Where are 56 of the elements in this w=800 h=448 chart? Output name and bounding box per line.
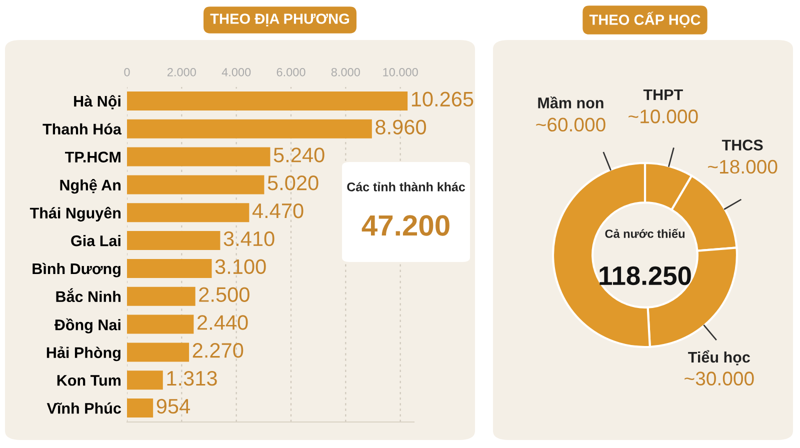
data-label: 2.500 [199, 287, 250, 302]
x-tick-label: 8.000 [331, 68, 360, 76]
y-tick-label: Gia Lai [71, 235, 120, 246]
y-tick-label: Đồng Nai [54, 318, 120, 334]
x-tick-label: 0 [124, 68, 130, 76]
y-tick-label: Thái Nguyên [30, 206, 121, 222]
data-label: 4.470 [252, 203, 304, 218]
slice-label: Tiểu học [688, 350, 750, 366]
bar [127, 175, 264, 194]
bar [127, 119, 372, 138]
x-tick-label: 6.000 [276, 68, 306, 76]
bar [127, 203, 250, 222]
data-label: 2.440 [198, 315, 248, 330]
text: 118.250 [600, 266, 691, 286]
data-label: 3.100 [215, 259, 266, 274]
data-label: 3.410 [224, 231, 274, 246]
y-tick-label: Bình Dương [32, 262, 120, 278]
y-tick-label: Kon Tum [57, 375, 120, 386]
slice-label: THCS [722, 140, 763, 150]
data-label: ~30.000 [684, 372, 754, 386]
data-label: 5.020 [268, 176, 318, 190]
data-label: 8.960 [376, 120, 426, 134]
data-label: 954 [156, 398, 190, 414]
x-tick-label: 4.000 [222, 68, 251, 76]
data-label: 5.240 [274, 148, 324, 162]
bar [127, 342, 190, 362]
x-tick-label: 2.000 [167, 68, 196, 76]
chart-title: THEO CẤP HỌC [589, 12, 700, 28]
bar [127, 286, 196, 306]
slice-label: THPT [643, 89, 683, 100]
bar [127, 91, 408, 110]
x-tick-label: 10.000 [383, 68, 418, 76]
y-tick-label: Nghệ An [60, 179, 120, 194]
bar [127, 231, 220, 250]
data-label: ~10.000 [628, 110, 698, 124]
y-tick-label: Vĩnh Phúc [46, 402, 121, 414]
slice-label: Mầm non [538, 96, 604, 108]
data-label: 1.313 [167, 370, 217, 386]
data-label: ~18.000 [708, 160, 778, 174]
y-tick-label: Hà Nội [74, 95, 120, 110]
chart-title: THEO ĐỊA PHƯƠNG [210, 14, 350, 26]
y-tick-label: TP.HCM [65, 152, 120, 162]
data-label: 2.270 [192, 343, 244, 358]
annotation: 47.200 [362, 215, 450, 236]
bar [127, 147, 270, 166]
data-label: 10.265 [412, 92, 474, 107]
y-tick-label: Thanh Hóa [42, 123, 122, 135]
data-label: ~60.000 [536, 118, 606, 132]
text: Cả nước thiếu [605, 228, 685, 238]
bar [127, 370, 163, 390]
bar [127, 314, 194, 334]
annotation: Các tỉnh thành khác [347, 182, 466, 192]
y-tick-label: Bắc Ninh [56, 288, 120, 302]
bar [127, 258, 212, 278]
bar [127, 398, 154, 418]
y-tick-label: Hải Phòng [46, 346, 120, 362]
